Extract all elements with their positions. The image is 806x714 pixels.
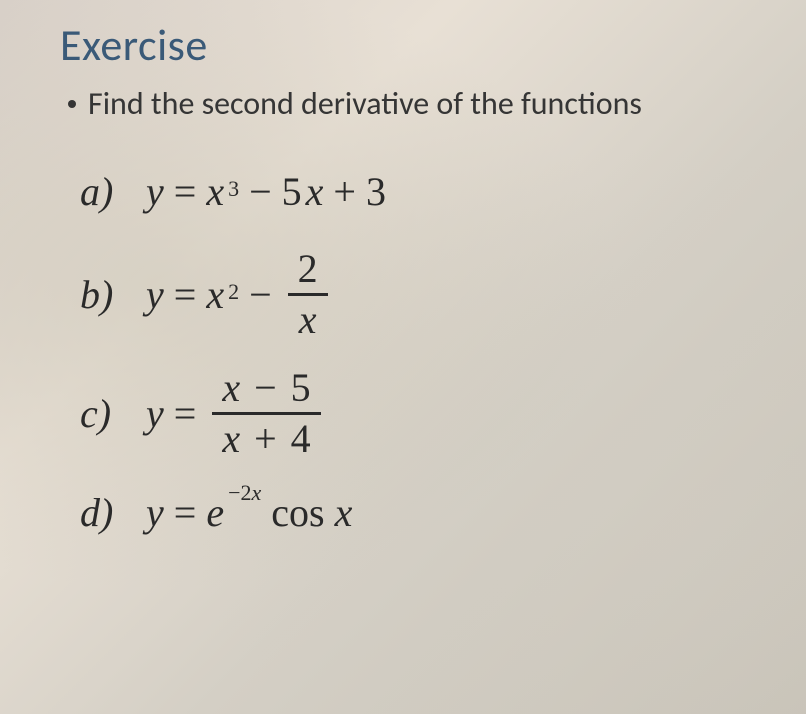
problem-label: c) xyxy=(80,390,130,437)
instruction-row: Find the second derivative of the functi… xyxy=(60,84,766,123)
var-x: x xyxy=(306,168,324,215)
bullet-icon xyxy=(68,100,76,108)
base-e: e xyxy=(206,489,224,536)
problems-list: a) y = x3 − 5x + 3 b) y = x2 − 2 xyxy=(60,168,766,536)
denominator: x xyxy=(289,296,327,344)
equals: = xyxy=(174,271,197,318)
problem-c: c) y = x − 5 x + 4 xyxy=(80,364,766,463)
coef: 5 xyxy=(282,168,302,215)
exponent: −2x xyxy=(228,480,261,506)
trig-arg: x xyxy=(335,489,353,536)
equals: = xyxy=(174,168,197,215)
var-x: x xyxy=(206,168,224,215)
const: 4 xyxy=(291,416,311,461)
equation-b: y = x2 − 2 x xyxy=(146,245,334,344)
page-title: Exercise xyxy=(60,18,766,72)
equation-d: y = e−2x cos x xyxy=(146,489,352,536)
const: 5 xyxy=(291,365,311,410)
denominator: x + 4 xyxy=(212,415,320,463)
minus: − xyxy=(249,271,272,318)
problem-b: b) y = x2 − 2 x xyxy=(80,245,766,344)
equation-c: y = x − 5 x + 4 xyxy=(146,364,327,463)
fraction: 2 x xyxy=(288,245,328,344)
exp-coef: 2 xyxy=(241,480,252,505)
numerator: x − 5 xyxy=(212,364,320,412)
var-y: y xyxy=(146,168,164,215)
numerator: 2 xyxy=(288,245,328,293)
exp-var: x xyxy=(252,480,262,505)
var-y: y xyxy=(146,271,164,318)
problem-d: d) y = e−2x cos x xyxy=(80,489,766,536)
problem-label: b) xyxy=(80,271,130,318)
var-x: x xyxy=(206,271,224,318)
exponent: 3 xyxy=(228,176,239,202)
var-x: x xyxy=(222,416,240,461)
problem-label: a) xyxy=(80,168,130,215)
minus: − xyxy=(254,365,277,410)
exp-sign: − xyxy=(228,480,240,505)
var-y: y xyxy=(146,390,164,437)
minus: − xyxy=(249,168,272,215)
problem-label: d) xyxy=(80,489,130,536)
trig-fn: cos xyxy=(271,489,324,536)
plus: + xyxy=(254,416,277,461)
equals: = xyxy=(174,489,197,536)
var-x: x xyxy=(222,365,240,410)
equation-a: y = x3 − 5x + 3 xyxy=(146,168,386,215)
fraction: x − 5 x + 4 xyxy=(212,364,320,463)
equals: = xyxy=(174,390,197,437)
exponent: 2 xyxy=(228,279,239,305)
const: 3 xyxy=(366,168,386,215)
exercise-page: Exercise Find the second derivative of t… xyxy=(0,0,806,586)
var-y: y xyxy=(146,489,164,536)
instruction-text: Find the second derivative of the functi… xyxy=(88,84,642,123)
plus: + xyxy=(333,168,356,215)
problem-a: a) y = x3 − 5x + 3 xyxy=(80,168,766,215)
